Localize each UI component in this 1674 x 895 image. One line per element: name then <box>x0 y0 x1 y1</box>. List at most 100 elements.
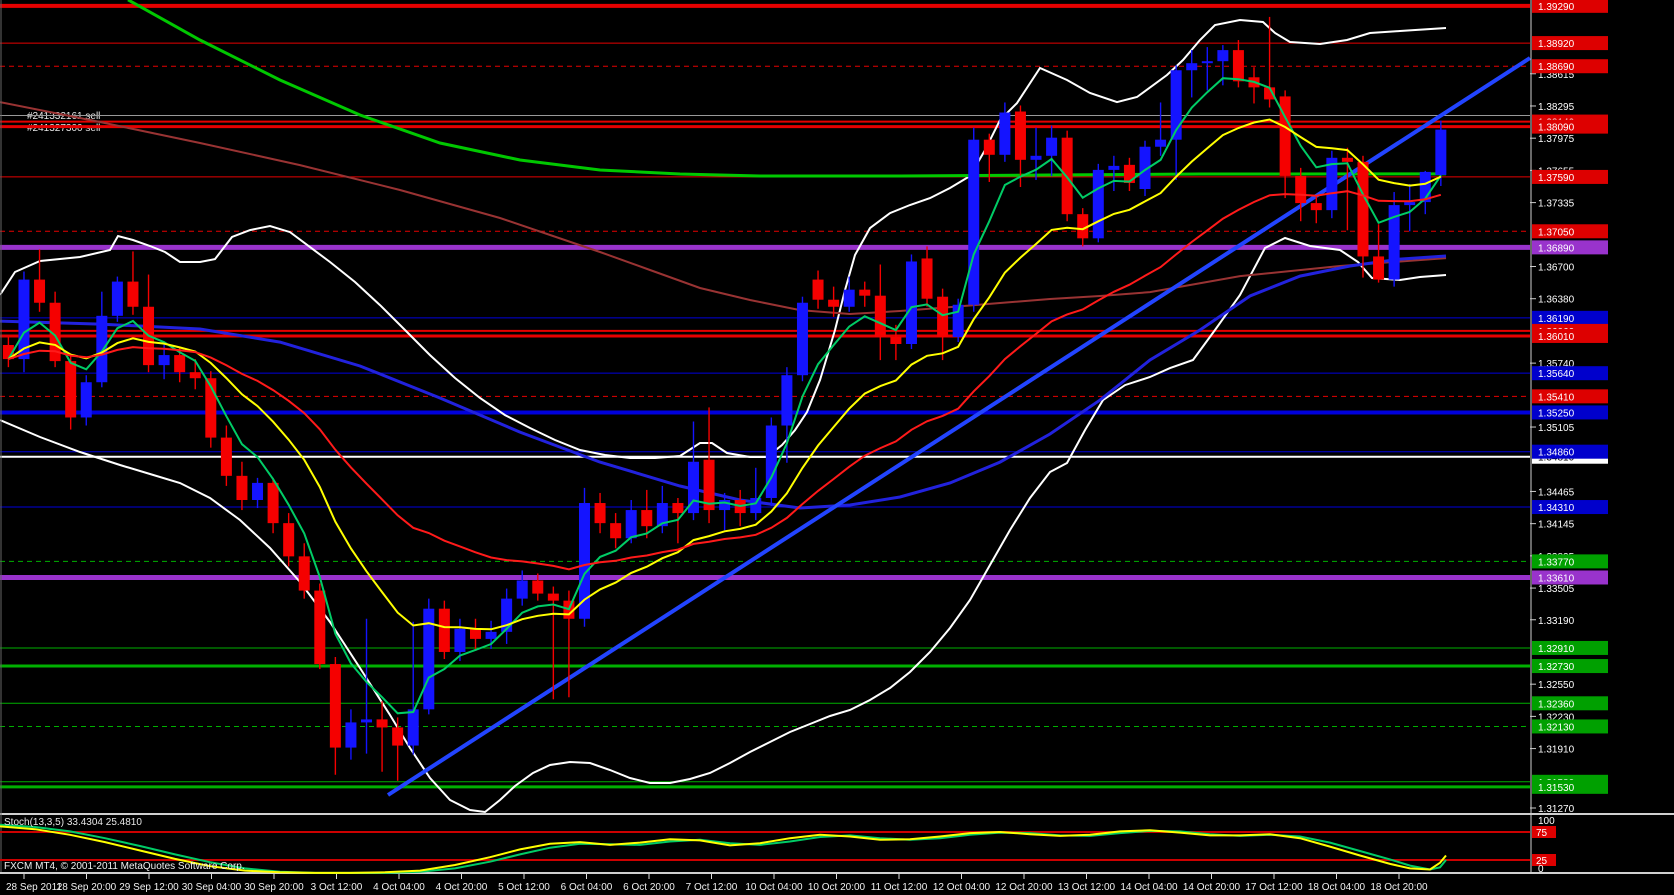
price-badge <box>1532 444 1608 459</box>
price-badge <box>1532 405 1608 420</box>
price-badge <box>1532 500 1608 515</box>
indicator-curves <box>0 0 1532 814</box>
stoch-signal-value: 25.4810 <box>105 817 142 828</box>
time-axis-label: 3 Oct 12:00 <box>311 882 363 893</box>
stoch-name: Stoch(13,3,5) <box>4 817 65 828</box>
bull-candle <box>1186 63 1198 71</box>
price-badge <box>1532 119 1608 134</box>
price-axis-label: 1.35740 <box>1538 359 1575 370</box>
price-badge-label: 1.36890 <box>1538 243 1575 254</box>
time-axis-label: 4 Oct 20:00 <box>436 882 488 893</box>
price-axis-label: 1.34465 <box>1538 487 1575 498</box>
bull-candle <box>1030 155 1042 160</box>
time-axis-label: 5 Oct 12:00 <box>498 882 550 893</box>
bear-candle <box>1077 214 1089 239</box>
price-badge-label: 1.35250 <box>1538 408 1575 419</box>
bull-candle <box>687 461 699 514</box>
price-axis-label: 1.31270 <box>1538 804 1575 815</box>
price-badge <box>1532 36 1608 51</box>
price-badge-label: 1.37050 <box>1538 227 1575 238</box>
bull-candle <box>80 382 92 418</box>
candles <box>2 16 1447 781</box>
order-labels: #241332161 sell#241327300 sell <box>27 111 100 134</box>
time-axis-label: 28 Sep 2011 <box>6 882 62 893</box>
bear-candle <box>49 302 61 362</box>
bull-candle <box>1155 139 1167 147</box>
stoch-window: 75 25 100 0 <box>0 816 1556 875</box>
price-badge-label: 1.38690 <box>1538 62 1575 73</box>
bear-candle <box>1357 161 1369 257</box>
bear-candle <box>890 336 902 345</box>
ma-green-fast-ema <box>7 77 1442 715</box>
stoch-level-badge <box>1532 826 1556 838</box>
price-axis-label: 1.33190 <box>1538 616 1575 627</box>
bear-candle <box>174 355 186 373</box>
bull-candle <box>1046 137 1058 156</box>
price-badge <box>1532 696 1608 711</box>
price-badge <box>1532 59 1608 74</box>
price-badge <box>1532 0 1608 13</box>
bear-candle <box>283 523 295 557</box>
bear-candle <box>921 258 933 299</box>
bollinger-lower-band <box>0 236 1447 814</box>
order-sell-label: #241332161 sell <box>27 111 100 122</box>
bear-candle <box>329 664 341 748</box>
bear-candle <box>314 590 326 665</box>
price-axis-label: 1.38295 <box>1538 102 1575 113</box>
time-axis-label: 10 Oct 04:00 <box>745 882 803 893</box>
price-badge-label: 1.32360 <box>1538 699 1575 710</box>
bull-candle <box>1217 50 1229 62</box>
bull-candle <box>96 315 108 383</box>
price-badge <box>1532 169 1608 184</box>
price-badge-label: 1.37590 <box>1538 173 1575 184</box>
bear-candle <box>392 727 404 746</box>
bull-candle <box>656 503 668 527</box>
price-axis-label: 1.37335 <box>1538 199 1575 210</box>
bear-candle <box>874 295 886 337</box>
stoch-axis-0: 0 <box>1538 864 1544 875</box>
price-badge <box>1532 719 1608 734</box>
price-badge <box>1532 389 1608 404</box>
price-axis-label: 1.37975 <box>1538 134 1575 145</box>
time-axis-label: 14 Oct 20:00 <box>1183 882 1241 893</box>
bear-candle <box>1264 87 1276 100</box>
bull-candle <box>1170 70 1182 140</box>
price-axis-label: 1.32230 <box>1538 712 1575 723</box>
bull-candle <box>781 375 793 426</box>
time-axis-label: 6 Oct 04:00 <box>561 882 613 893</box>
price-axis-label: 1.38615 <box>1538 70 1575 81</box>
bull-candle <box>750 497 762 514</box>
bull-candle <box>516 580 528 599</box>
time-axis-label: 6 Oct 20:00 <box>623 882 675 893</box>
price-axis-label: 1.35105 <box>1538 423 1575 434</box>
price-badge <box>1532 554 1608 569</box>
price-badge-label: 1.31530 <box>1538 783 1575 794</box>
time-axis-label: 30 Sep 04:00 <box>182 882 242 893</box>
price-badge <box>1532 640 1608 655</box>
ma-yellow-ema <box>7 118 1442 631</box>
price-badge-label: 1.38920 <box>1538 39 1575 50</box>
bollinger-upper-band <box>0 18 1447 459</box>
bear-candle <box>376 719 388 728</box>
bear-candle <box>1014 111 1026 160</box>
slow-green-ma <box>127 0 1447 178</box>
bear-candle <box>641 510 653 527</box>
bull-candle <box>158 355 170 366</box>
blue-ma <box>0 254 1447 510</box>
bear-candle <box>34 279 46 303</box>
price-badge-label: 1.35640 <box>1538 369 1575 380</box>
bear-candle <box>220 437 232 476</box>
price-badge <box>1532 570 1608 585</box>
bull-candle <box>111 281 123 316</box>
price-axis-label: 1.31910 <box>1538 745 1575 756</box>
bear-candle <box>610 523 622 539</box>
price-axis-label: 1.34145 <box>1538 520 1575 531</box>
bear-candle <box>937 296 949 337</box>
price-badge <box>1532 310 1608 325</box>
time-axis-label: 11 Oct 12:00 <box>871 882 928 893</box>
bull-candle <box>625 510 637 539</box>
price-axis-label: 1.36380 <box>1538 295 1575 306</box>
